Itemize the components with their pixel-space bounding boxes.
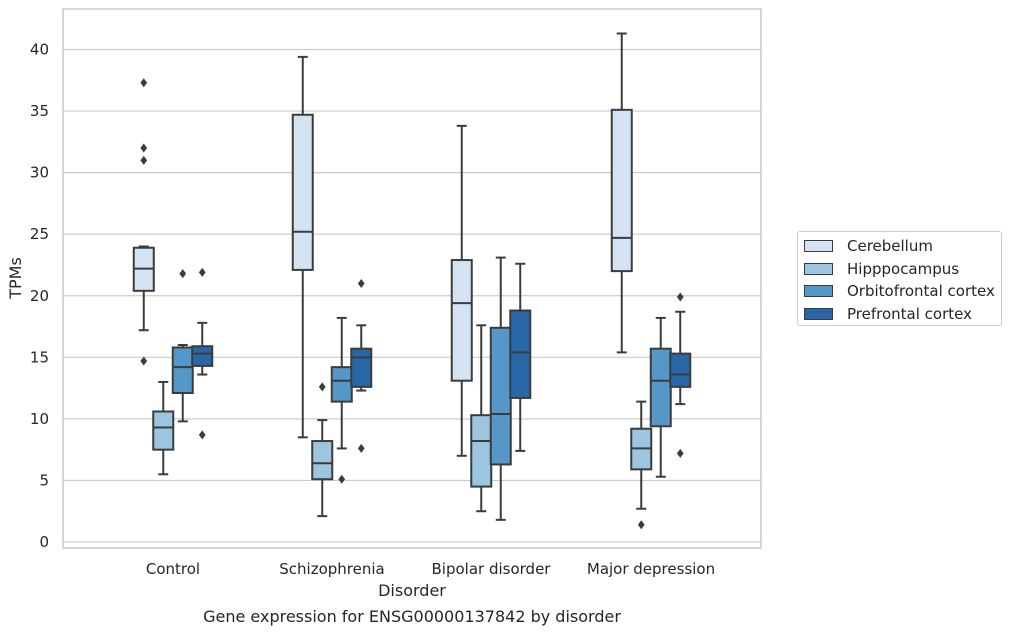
- box-3-3: [669, 292, 692, 458]
- y-tick-label: 25: [30, 225, 49, 243]
- legend-swatch: [804, 262, 833, 275]
- box-1-2: [470, 324, 493, 513]
- y-tick-label: 20: [30, 287, 49, 305]
- legend-label: Orbitofrontal cortex: [847, 282, 995, 301]
- iqr-box: [450, 259, 473, 382]
- gridlines: [63, 48, 761, 543]
- legend-label: Prefrontal cortex: [847, 304, 972, 323]
- iqr-box: [669, 352, 692, 388]
- outlier-point: [338, 474, 346, 484]
- box-2-2: [489, 256, 512, 521]
- y-tick-label: 10: [30, 410, 49, 428]
- outlier-point: [676, 448, 684, 458]
- legend-item: Prefrontal cortex: [804, 303, 1001, 326]
- x-tick-label: Major depression: [587, 560, 715, 578]
- outlier-point: [198, 430, 206, 440]
- iqr-box: [649, 347, 672, 428]
- box-1-3: [630, 400, 653, 530]
- outlier-point: [140, 155, 148, 165]
- box-1-1: [311, 382, 334, 518]
- iqr-box: [509, 309, 532, 399]
- legend-label: Cerebellum: [847, 237, 933, 256]
- iqr-box: [171, 346, 194, 395]
- iqr-box: [489, 326, 512, 466]
- outlier-point: [198, 267, 206, 277]
- outlier-point: [140, 143, 148, 153]
- box-0-2: [450, 124, 473, 457]
- legend-label: Hipppocampus: [847, 259, 960, 278]
- plot-frame: [62, 8, 762, 549]
- legend-swatch: [804, 285, 833, 298]
- legend-item: Hipppocampus: [804, 258, 1001, 281]
- outlier-point: [357, 278, 365, 288]
- box-2-1: [330, 316, 353, 484]
- box-3-1: [350, 278, 373, 453]
- iqr-box: [291, 113, 314, 271]
- box-0-0: [132, 78, 155, 366]
- outlier-point: [179, 269, 187, 279]
- legend-item: Orbitofrontal cortex: [804, 280, 1001, 303]
- box-0-3: [610, 32, 633, 354]
- iqr-box: [470, 414, 493, 488]
- y-tick-label: 5: [39, 471, 49, 489]
- box-2-3: [649, 316, 672, 478]
- x-tick-label: Control: [146, 560, 200, 578]
- y-tick-label: 40: [30, 41, 49, 59]
- outlier-point: [637, 520, 645, 530]
- x-tick-labels: Control Schizophrenia Bipolar disorder Majo…: [146, 560, 715, 578]
- outlier-point: [318, 382, 326, 392]
- box-3-2: [509, 262, 532, 452]
- legend-swatch: [804, 307, 833, 320]
- iqr-box: [610, 108, 633, 273]
- box-1-0: [152, 380, 175, 476]
- legend-swatch: [804, 240, 833, 253]
- y-axis-label: TPMs: [6, 257, 25, 300]
- outlier-point: [676, 292, 684, 302]
- y-tick-label: 15: [30, 348, 49, 366]
- y-tick-label: 35: [30, 102, 49, 120]
- iqr-box: [152, 410, 175, 451]
- iqr-box: [350, 347, 373, 388]
- y-tick-label: 30: [30, 164, 49, 182]
- outlier-point: [140, 78, 148, 88]
- iqr-box: [311, 440, 334, 481]
- chart-caption: Gene expression for ENSG00000137842 by d…: [203, 607, 621, 626]
- iqr-box: [330, 366, 353, 403]
- x-axis-label: Disorder: [378, 581, 446, 600]
- y-tick-label: 0: [39, 533, 49, 551]
- x-tick-label: Schizophrenia: [279, 560, 384, 578]
- legend: Cerebellum Hipppocampus Orbitofrontal co…: [797, 231, 1002, 326]
- outlier-point: [140, 356, 148, 366]
- box-3-0: [191, 267, 214, 440]
- legend-item: Cerebellum: [804, 235, 1001, 258]
- iqr-box: [191, 345, 214, 367]
- y-tick-labels: 0 5 10 15 20 25 30 35 40: [30, 41, 49, 552]
- box-2-0: [171, 269, 194, 423]
- x-tick-label: Bipolar disorder: [432, 560, 552, 578]
- box-0-1: [291, 55, 314, 439]
- boxes: [132, 32, 692, 530]
- outlier-point: [357, 443, 365, 453]
